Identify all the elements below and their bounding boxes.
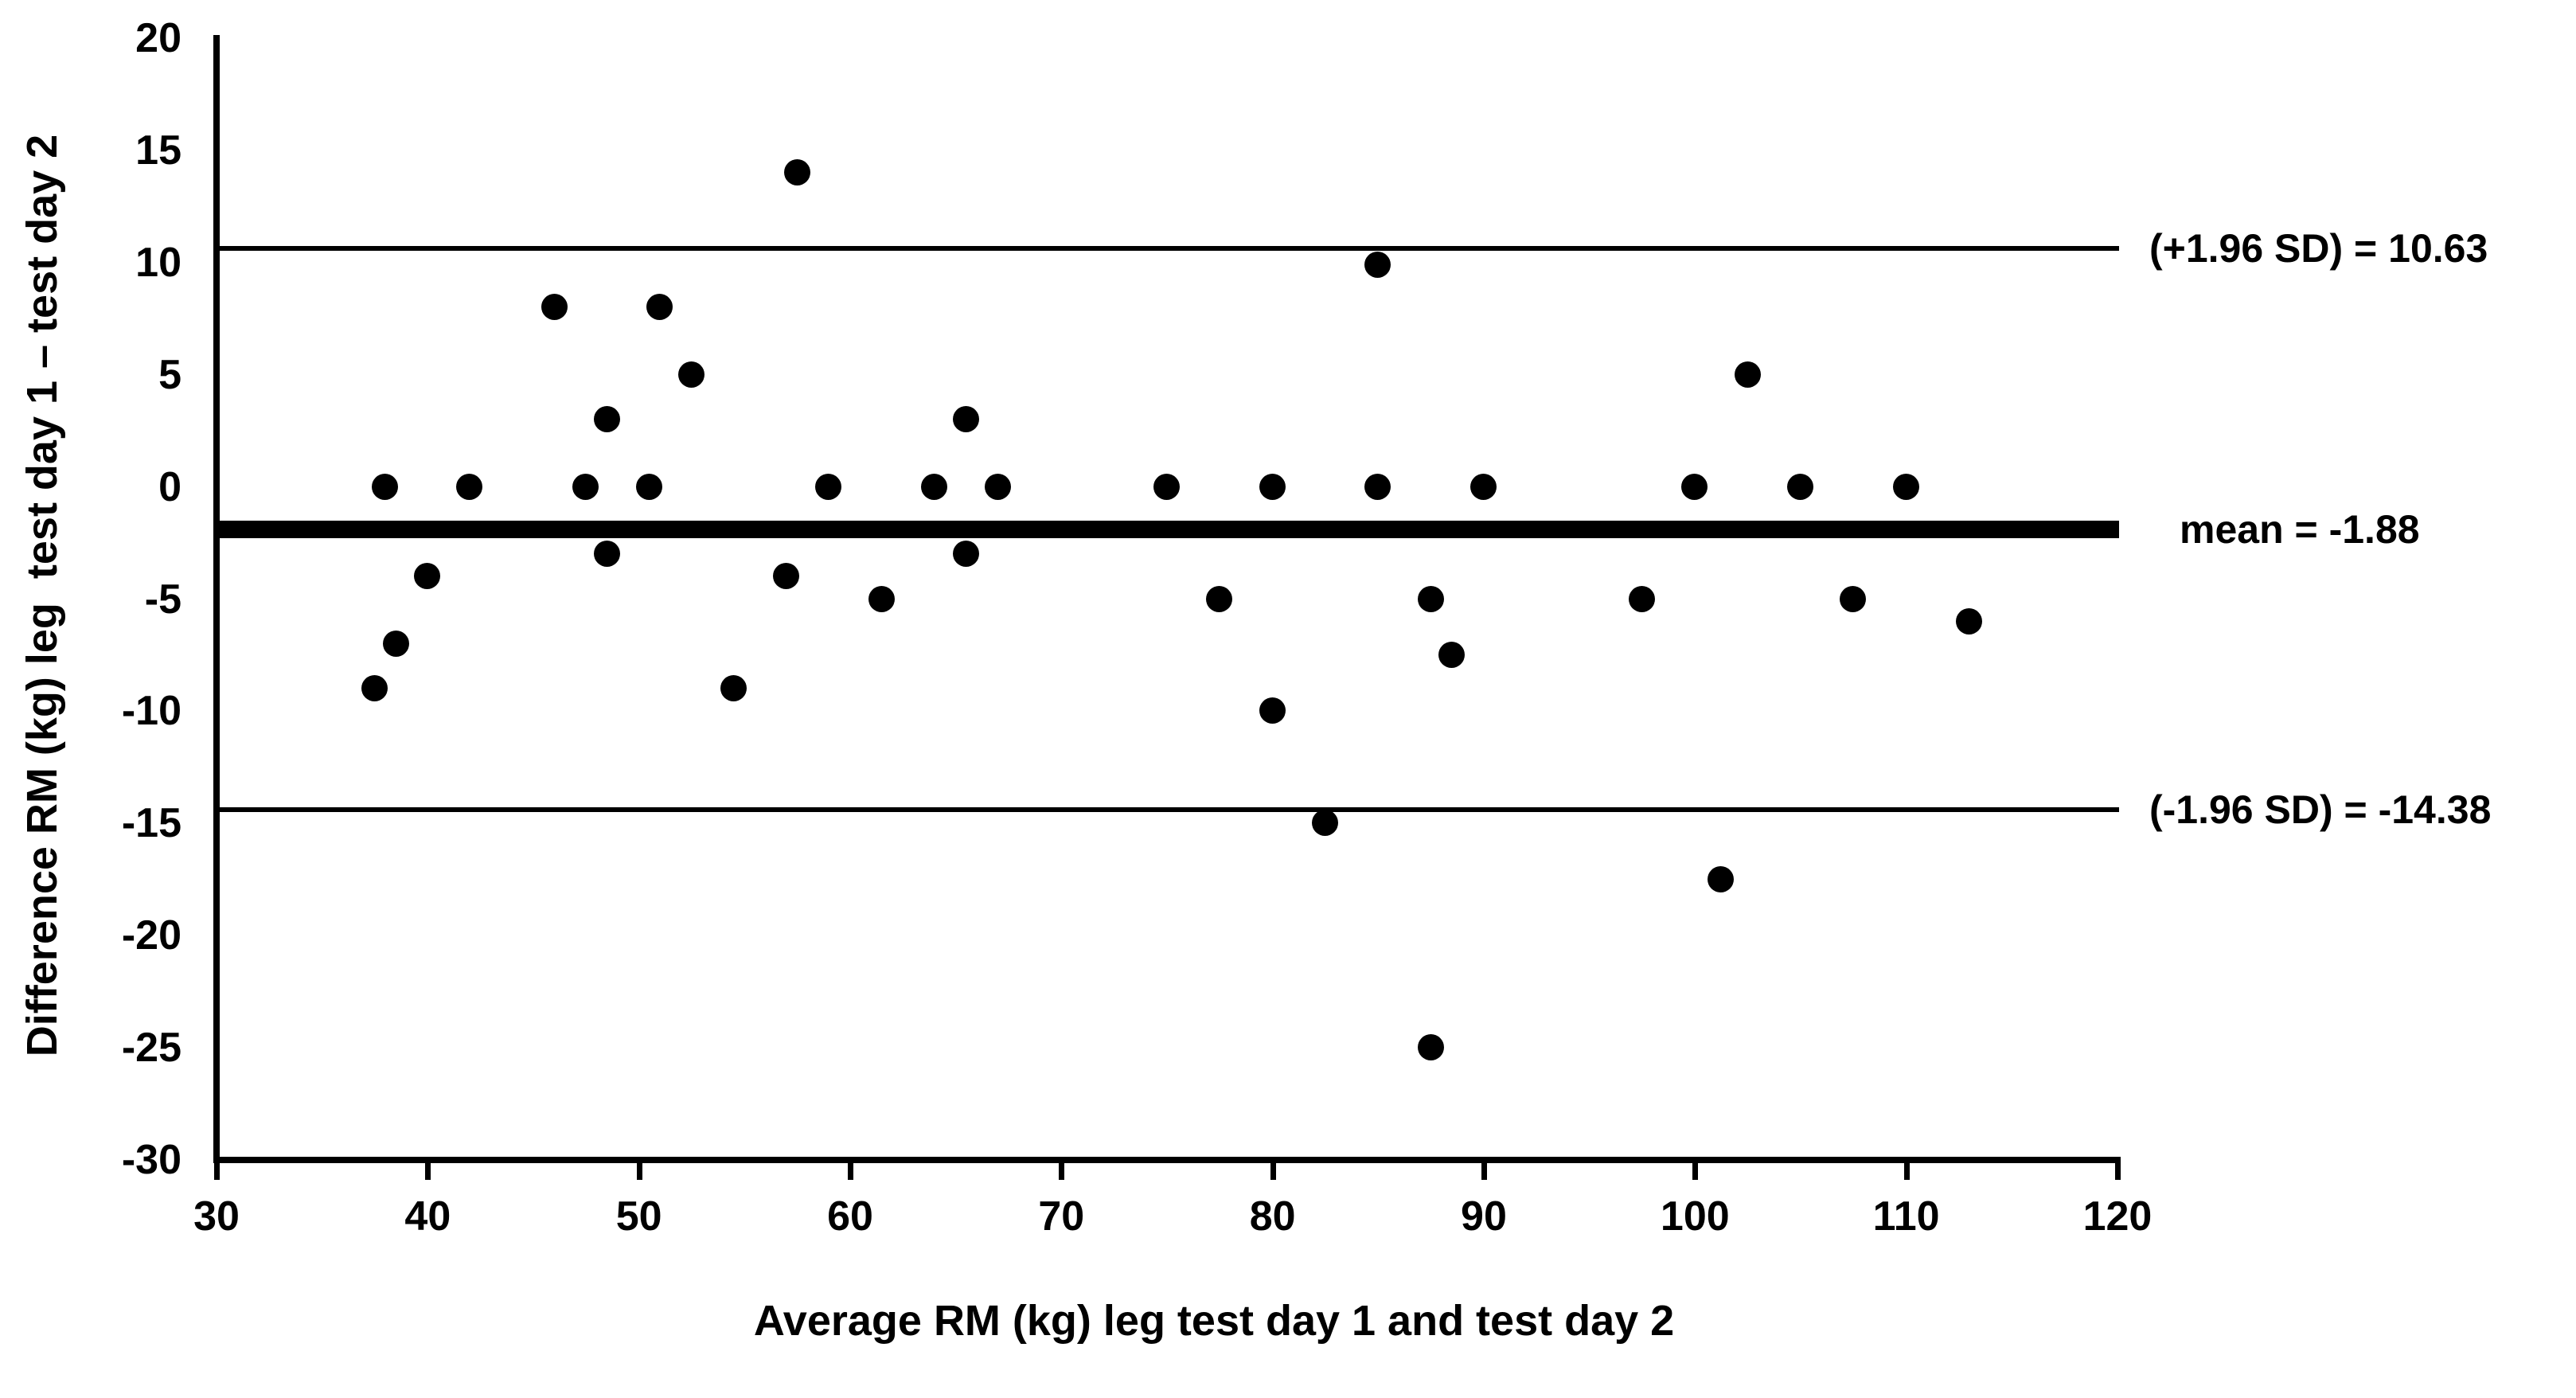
data-point [1956,607,1983,635]
data-point [1469,473,1497,500]
data-point [382,630,409,657]
x-tick-mark [1270,1160,1276,1180]
x-tick-label: 70 [1038,1193,1085,1240]
data-point [1681,473,1708,500]
data-point [361,675,388,702]
data-point [541,294,568,321]
reference-line-mean [217,520,2119,538]
data-point [1206,585,1233,612]
x-tick-label: 80 [1249,1193,1296,1240]
data-point [1364,473,1391,500]
data-point [1628,585,1655,612]
x-tick-mark [1692,1160,1699,1180]
x-tick-label: 120 [2082,1193,2153,1240]
reference-line-upper_loa [217,246,2119,252]
y-tick-label: 5 [158,351,181,398]
data-point [868,585,895,612]
y-tick-label: -30 [121,1137,181,1183]
data-point [646,294,673,321]
data-point [635,473,662,500]
annotation-lower_loa: (-1.96 SD) = -14.38 [2149,787,2492,832]
x-tick-label: 50 [615,1193,662,1240]
y-tick-label: 20 [135,15,181,61]
x-tick-mark [1059,1160,1065,1180]
x-tick-label: 40 [404,1193,451,1240]
data-point [921,473,948,500]
y-tick-label: 0 [158,463,181,510]
data-point [952,541,979,568]
data-point [1840,585,1867,612]
y-tick-label: 10 [135,239,181,286]
reference-line-lower_loa [217,806,2119,812]
x-tick-mark [636,1160,642,1180]
y-axis-line [213,35,220,1163]
data-point [1259,697,1286,724]
data-point [984,473,1011,500]
x-axis-line [213,1157,2121,1163]
y-tick-label: -5 [144,576,181,623]
y-tick-label: 15 [135,127,181,174]
data-point [1786,473,1813,500]
data-point [372,473,399,500]
data-point [1708,865,1735,892]
data-point [593,541,620,568]
data-point [720,675,747,702]
data-point [572,473,599,500]
x-axis-label: Average RM (kg) leg test day 1 and test … [753,1297,1675,1345]
x-tick-label: 90 [1461,1193,1507,1240]
x-tick-label: 110 [1872,1193,1940,1240]
data-point [783,159,810,186]
y-tick-label: -10 [121,688,181,735]
data-point [773,563,800,590]
y-tick-label: -20 [121,912,181,959]
x-tick-mark [214,1160,220,1180]
x-tick-mark [425,1160,431,1180]
data-point [1259,473,1286,500]
x-tick-mark [1481,1160,1487,1180]
data-point [1734,361,1761,388]
data-point [456,473,483,500]
y-tick-label: -15 [121,800,181,847]
x-tick-mark [847,1160,853,1180]
data-point [952,406,979,433]
data-point [593,406,620,433]
x-tick-mark [1903,1160,1910,1180]
data-point [414,563,441,590]
x-tick-label: 60 [827,1193,873,1240]
data-point [677,361,704,388]
y-tick-label: -25 [121,1025,181,1072]
data-point [1892,473,1919,500]
data-point [1417,585,1444,612]
data-point [1311,810,1338,837]
data-point [1438,641,1466,668]
data-point [1153,473,1180,500]
annotation-mean: mean = -1.88 [2180,506,2420,552]
x-tick-label: 100 [1660,1193,1730,1240]
x-tick-label: 30 [193,1193,240,1240]
data-point [1417,1034,1444,1061]
data-point [1364,251,1391,278]
x-tick-mark [2114,1160,2121,1180]
annotation-upper_loa: (+1.96 SD) = 10.63 [2149,226,2488,271]
data-point [815,473,842,500]
